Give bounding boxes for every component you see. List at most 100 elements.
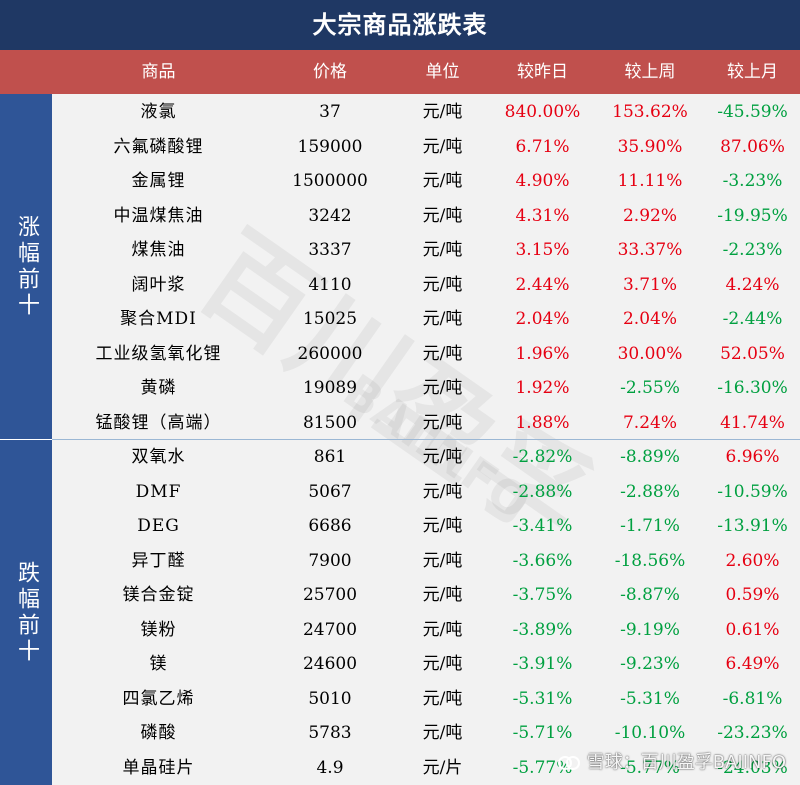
price-cell: 7900 [308,550,352,571]
table-row: 聚合MDI 15025 元/吨 2.04% 2.04% -2.44% [0,302,800,337]
commodity-name: 煤焦油 [131,240,186,260]
change-vs-last-month: 52.05% [720,343,785,364]
commodity-name: 金属锂 [131,171,186,191]
unit-cell: 元/吨 [422,688,463,709]
table-row: 锰酸锂（高端） 81500 元/吨 1.88% 7.24% 41.74% [0,406,800,441]
price-cell: 159000 [297,136,363,157]
change-vs-last-month: -10.59% [717,481,788,502]
change-vs-last-month: 6.49% [725,654,780,674]
price-cell: 24600 [302,654,358,674]
change-vs-last-week: -2.88% [620,481,680,502]
price-cell: 25700 [302,585,358,605]
table-row: 双氧水 861 元/吨 -2.82% -8.89% 6.96% [0,440,800,475]
price-cell: 3242 [308,205,352,226]
change-vs-last-week: 11.11% [617,171,683,191]
losers-label: 跌幅前十 [14,560,39,665]
change-vs-yesterday: 1.92% [515,378,570,398]
unit-cell: 元/吨 [422,654,463,674]
price-cell: 15025 [302,309,358,329]
price-cell: 260000 [297,343,363,364]
commodity-name: 液氯 [140,102,177,122]
unit-cell: 元/吨 [422,481,463,502]
price-cell: 19089 [302,378,358,398]
group-label-gainers: 涨幅前十 [0,94,52,439]
table-row: DMF 5067 元/吨 -2.88% -2.88% -10.59% [0,475,800,510]
commodity-name: 黄磷 [140,378,177,398]
table-header: 商品 价格 单位 较昨日 较上周 较上月 [0,50,800,94]
change-vs-last-month: 87.06% [720,136,785,157]
commodity-name: 阔叶浆 [131,274,186,295]
change-vs-yesterday: -2.82% [512,447,573,467]
change-vs-last-week: 2.92% [622,205,677,226]
commodity-name: 异丁醛 [131,550,186,571]
price-cell: 5783 [308,723,352,743]
change-vs-last-week: 2.04% [622,309,677,329]
change-vs-yesterday: -5.71% [512,723,573,743]
change-vs-last-week: -8.87% [620,585,680,605]
price-cell: 5010 [308,688,352,709]
table-row: 磷酸 5783 元/吨 -5.71% -10.10% -23.23% [0,716,800,751]
change-vs-last-week: -9.19% [620,619,680,640]
table-row: DEG 6686 元/吨 -3.41% -1.71% -13.91% [0,509,800,544]
header-vs-last-week: 较上周 [624,62,676,82]
table-row: 六氟磷酸锂 159000 元/吨 6.71% 35.90% 87.06% [0,130,800,165]
unit-cell: 元/吨 [422,205,463,226]
unit-cell: 元/吨 [422,274,463,295]
unit-cell: 元/吨 [422,136,463,157]
snowball-icon [557,753,581,773]
unit-cell: 元/片 [422,757,463,778]
unit-cell: 元/吨 [422,447,463,467]
change-vs-last-month: 2.60% [725,550,780,571]
change-vs-last-week: -8.89% [620,447,680,467]
price-cell: 24700 [302,619,358,640]
table-row: 工业级氢氧化锂 260000 元/吨 1.96% 30.00% 52.05% [0,337,800,372]
unit-cell: 元/吨 [422,171,463,191]
change-vs-yesterday: 4.90% [515,171,570,191]
change-vs-last-week: -18.56% [614,550,686,571]
commodity-name: 锰酸锂（高端） [95,412,222,433]
table-row: 金属锂 1500000 元/吨 4.90% 11.11% -3.23% [0,164,800,199]
source-credit: 雪球：百川盈孚BAIINFO [557,748,786,778]
commodity-name: 四氯乙烯 [122,688,195,709]
unit-cell: 元/吨 [422,102,463,122]
change-vs-last-month: -13.91% [717,516,788,536]
price-cell: 3337 [308,240,352,260]
unit-cell: 元/吨 [422,723,463,743]
unit-cell: 元/吨 [422,343,463,364]
table-row: 异丁醛 7900 元/吨 -3.66% -18.56% 2.60% [0,544,800,579]
change-vs-last-month: 0.61% [725,619,780,640]
commodity-name: 镁 [149,654,168,674]
unit-cell: 元/吨 [422,585,463,605]
change-vs-last-month: -19.95% [717,205,788,226]
change-vs-yesterday: 6.71% [515,136,570,157]
price-cell: 81500 [302,412,358,433]
change-vs-yesterday: 840.00% [504,102,581,122]
change-vs-last-week: -9.23% [620,654,680,674]
table-row: 中温煤焦油 3242 元/吨 4.31% 2.92% -19.95% [0,199,800,234]
unit-cell: 元/吨 [422,240,463,260]
change-vs-last-week: 35.90% [617,136,683,157]
commodity-name: 六氟磷酸锂 [113,136,204,157]
commodity-name: 镁粉 [140,619,177,640]
unit-cell: 元/吨 [422,619,463,640]
commodity-name: 工业级氢氧化锂 [95,343,222,364]
price-cell: 1500000 [292,171,368,191]
change-vs-yesterday: -3.91% [512,654,573,674]
change-vs-last-week: 3.71% [622,274,677,295]
change-vs-yesterday: -3.75% [512,585,573,605]
change-vs-yesterday: -2.88% [512,481,573,502]
change-vs-yesterday: -5.77% [512,757,573,778]
table-row: 阔叶浆 4110 元/吨 2.44% 3.71% 4.24% [0,268,800,303]
unit-cell: 元/吨 [422,516,463,536]
price-cell: 861 [313,447,347,467]
commodity-name: 中温煤焦油 [113,205,204,226]
change-vs-yesterday: 2.04% [515,309,570,329]
change-vs-last-week: -1.71% [620,516,680,536]
group-divider [52,439,800,440]
change-vs-yesterday: 1.88% [515,412,570,433]
change-vs-yesterday: 3.15% [515,240,570,260]
table-row: 四氯乙烯 5010 元/吨 -5.31% -5.31% -6.81% [0,682,800,717]
table-row: 煤焦油 3337 元/吨 3.15% 33.37% -2.23% [0,233,800,268]
change-vs-last-month: 0.59% [725,585,780,605]
price-cell: 4.9 [316,757,344,778]
